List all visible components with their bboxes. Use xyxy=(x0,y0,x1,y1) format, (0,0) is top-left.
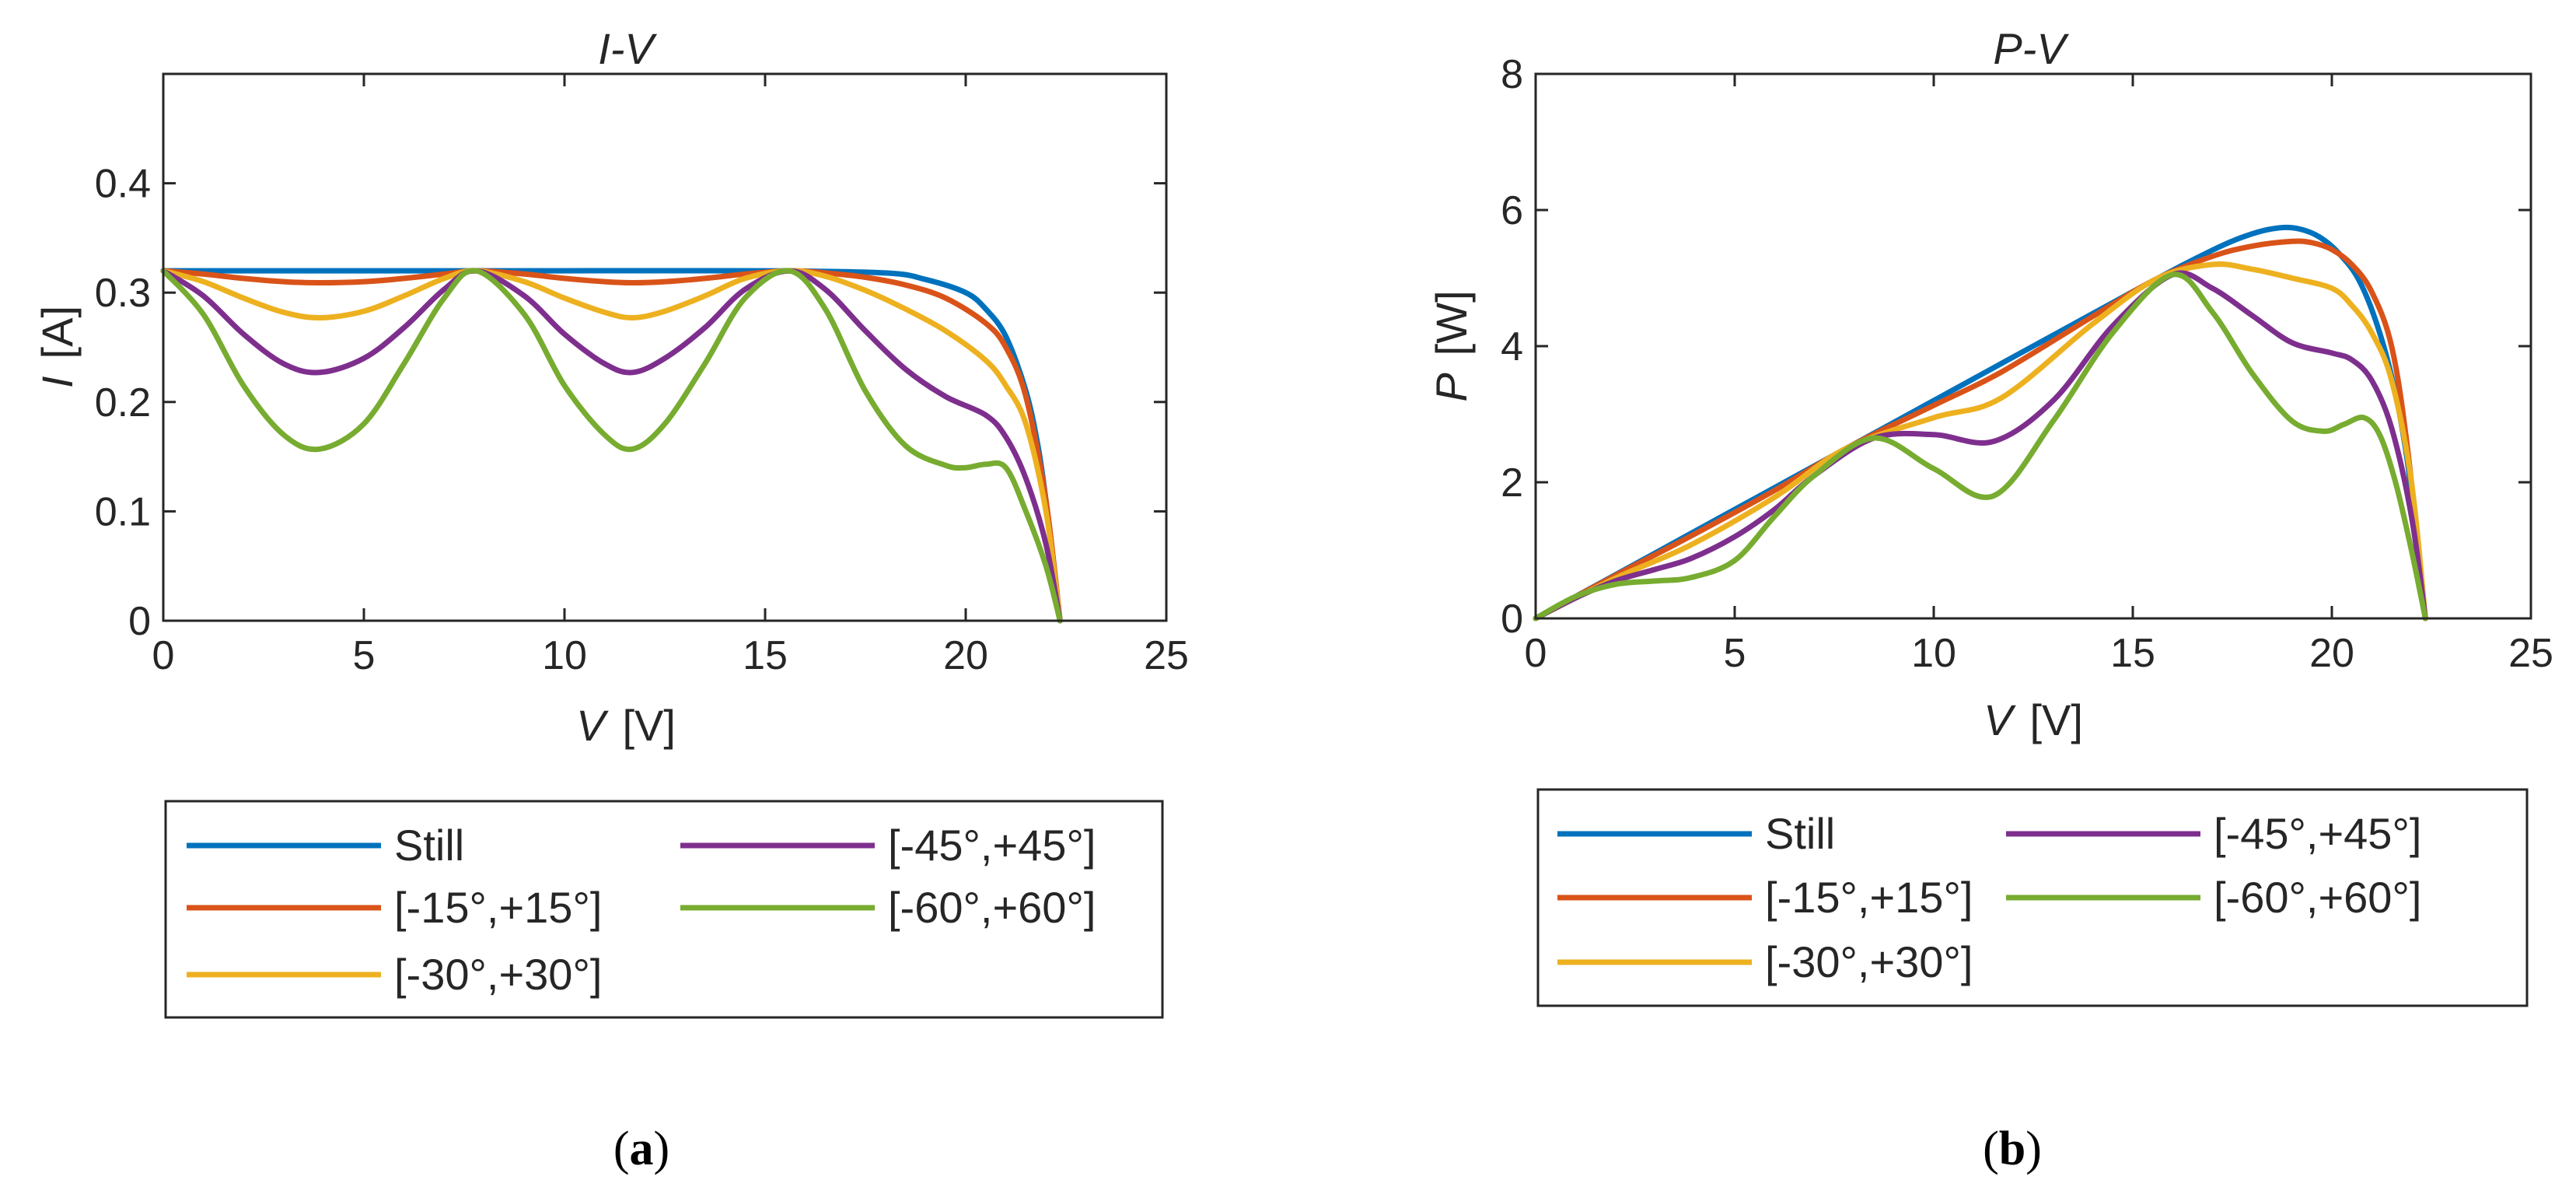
panel-b-series-30-30 xyxy=(1533,261,2428,622)
panel-a-ytick-label: 0.4 xyxy=(95,162,151,207)
panel-a-series-15-15 xyxy=(160,268,1063,624)
panel-a-title: I-V xyxy=(598,24,657,73)
panel-b-axes-box xyxy=(1534,72,2532,620)
panel-a-series-45-45 xyxy=(160,268,1063,624)
panel-a-ylabel: I[A] xyxy=(33,306,82,388)
panel-b-series-45-45 xyxy=(1533,270,2428,622)
legend-a-label-30: [-30°,+30°] xyxy=(394,950,602,999)
panel-a-legend: Still [-15°,+15°] [-30°,+30°] [-45°,+45°… xyxy=(164,800,1164,1019)
panel-b-ytick-label: 4 xyxy=(1501,324,1523,369)
panel-b-xtick-label: 10 xyxy=(1911,631,1956,676)
panel-b-xtick-label: 5 xyxy=(1724,631,1746,676)
panel-b-ylabel: P[W] xyxy=(1427,290,1476,401)
panel-b: P-V 0 5 10 15 20 25 0 2 4 6 8 V [V] P[W] Still [-15… xyxy=(1427,24,2553,1175)
panel-a-xtick-label: 15 xyxy=(743,633,788,678)
legend-b-label-45: [-45°,+45°] xyxy=(2214,809,2421,858)
panel-b-title: P-V xyxy=(1993,24,2069,73)
legend-b-label-15: [-15°,+15°] xyxy=(1765,873,1973,922)
panel-a-ytick-label: 0.3 xyxy=(95,271,151,316)
legend-b-label-still: Still xyxy=(1765,809,1835,858)
panel-b-xtick-label: 25 xyxy=(2508,631,2553,676)
panel-a: I-V 0 5 10 15 20 25 0 0.1 0.2 0.3 0.4 V [V] I[A] St… xyxy=(33,24,1189,1175)
panel-b-series-60-60 xyxy=(1533,271,2428,622)
panel-b-xtick-label: 0 xyxy=(1525,631,1547,676)
panel-a-xtick-label: 5 xyxy=(353,633,376,678)
panel-b-legend: Still [-15°,+15°] [-30°,+30°] [-45°,+45°… xyxy=(1536,788,2529,1007)
panel-a-xtick-label: 20 xyxy=(943,633,988,678)
legend-b-label-60: [-60°,+60°] xyxy=(2214,873,2421,922)
panel-b-xtick-label: 15 xyxy=(2110,631,2155,676)
panel-a-ytick-label: 0.1 xyxy=(95,489,151,534)
panel-a-ytick-label: 0.2 xyxy=(95,380,151,425)
panel-a-series-30-30 xyxy=(160,268,1063,624)
legend-a-label-still: Still xyxy=(394,821,464,870)
panel-a-xtick-label: 10 xyxy=(542,633,587,678)
panel-b-ytick-label: 2 xyxy=(1501,460,1523,506)
panel-a-plot-area: 0 5 10 15 20 25 0 0.1 0.2 0.3 0.4 xyxy=(95,74,1189,678)
panel-b-ytick-label: 0 xyxy=(1501,597,1523,642)
panel-a-caption: (a) xyxy=(613,1122,669,1175)
panel-b-ytick-label: 8 xyxy=(1501,52,1523,97)
panel-b-xlabel: V [V] xyxy=(1984,695,2083,744)
panel-a-series-60-60 xyxy=(160,268,1063,624)
legend-a-label-45: [-45°,+45°] xyxy=(888,821,1096,870)
legend-a-label-15: [-15°,+15°] xyxy=(394,883,602,932)
panel-a-axes-box xyxy=(162,72,1168,622)
legend-b-label-30: [-30°,+30°] xyxy=(1765,937,1973,986)
panel-a-xtick-label: 0 xyxy=(152,633,175,678)
panel-b-plot-area: 0 5 10 15 20 25 0 2 4 6 8 xyxy=(1501,52,2553,676)
panel-b-series-15-15 xyxy=(1533,238,2428,622)
legend-a-label-60: [-60°,+60°] xyxy=(888,883,1096,932)
panel-b-caption: (b) xyxy=(1983,1122,2042,1175)
panel-b-xtick-label: 20 xyxy=(2309,631,2354,676)
panel-a-xlabel: V [V] xyxy=(576,701,676,750)
panel-a-xtick-label: 25 xyxy=(1144,633,1189,678)
panel-b-ytick-label: 6 xyxy=(1501,188,1523,233)
panel-a-ytick-label: 0 xyxy=(128,599,151,644)
